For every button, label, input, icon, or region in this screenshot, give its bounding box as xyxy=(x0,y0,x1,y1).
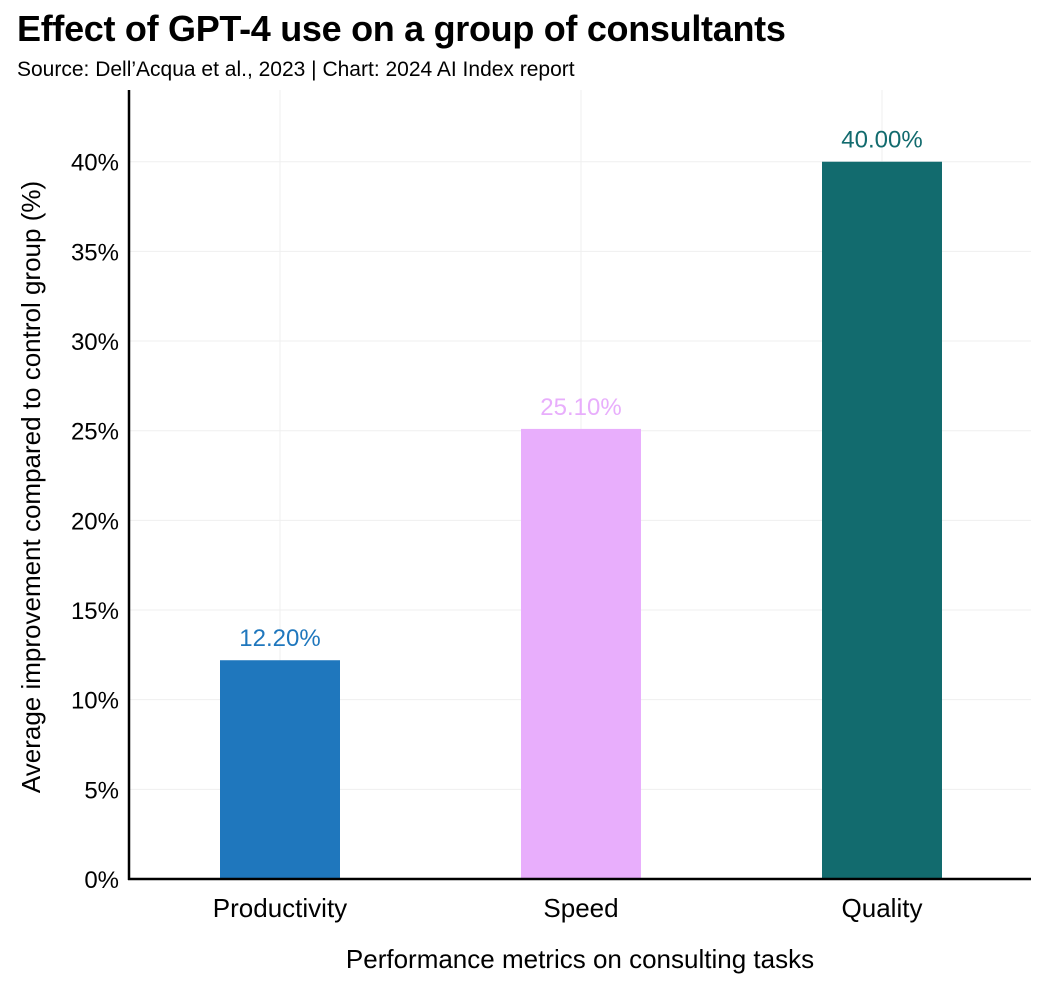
y-tick-label: 5% xyxy=(84,777,119,804)
y-tick-labels: 0% 5% 10% 15% 20% 25% 30% 35% 40% xyxy=(71,150,119,894)
bar-value-label: 40.00% xyxy=(841,127,922,154)
x-axis-title: Performance metrics on consulting tasks xyxy=(346,944,814,974)
bar-productivity xyxy=(220,660,340,879)
bar-value-label: 12.20% xyxy=(239,625,320,652)
bars xyxy=(220,161,942,879)
x-tick-label: Productivity xyxy=(213,893,347,923)
y-tick-label: 15% xyxy=(71,598,119,625)
x-tick-label: Quality xyxy=(842,893,923,923)
x-tick-labels: Productivity Speed Quality xyxy=(213,893,923,923)
axes xyxy=(127,90,1031,881)
bar-quality xyxy=(822,161,942,879)
chart-title: Effect of GPT-4 use on a group of consul… xyxy=(17,8,786,49)
bar-speed xyxy=(521,428,641,879)
y-tick-label: 40% xyxy=(71,150,119,177)
x-tick-label: Speed xyxy=(543,893,618,923)
y-tick-label: 20% xyxy=(71,508,119,535)
y-axis-title: Average improvement compared to control … xyxy=(16,181,46,793)
bar-value-label: 25.10% xyxy=(540,394,621,421)
y-tick-label: 35% xyxy=(71,239,119,266)
y-tick-label: 25% xyxy=(71,419,119,446)
y-tick-label: 0% xyxy=(84,867,119,894)
y-tick-label: 10% xyxy=(71,688,119,715)
chart-subtitle: Source: Dell’Acqua et al., 2023 | Chart:… xyxy=(17,58,575,81)
value-labels: 12.20% 25.10% 40.00% xyxy=(239,127,922,653)
y-tick-label: 30% xyxy=(71,329,119,356)
